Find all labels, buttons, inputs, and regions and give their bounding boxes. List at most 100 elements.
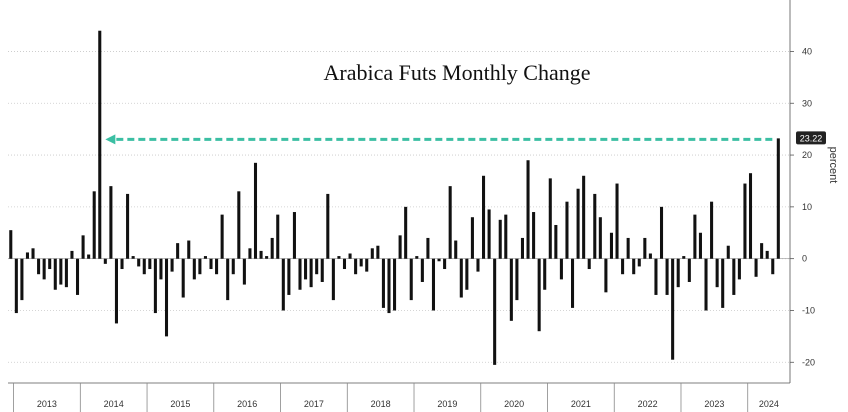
bar <box>270 237 274 259</box>
bar <box>598 217 602 259</box>
bar <box>515 258 519 301</box>
bar <box>237 191 241 259</box>
bar <box>120 258 124 270</box>
bar <box>153 258 157 314</box>
bar <box>626 237 630 259</box>
bar <box>14 258 18 314</box>
x-tick-label: 2024 <box>759 399 779 409</box>
bar <box>198 258 202 275</box>
y-tick-label: 20 <box>802 150 812 160</box>
bar <box>87 254 91 259</box>
bar <box>53 258 57 290</box>
bar <box>682 256 686 259</box>
bar <box>331 258 335 301</box>
bar <box>470 217 474 259</box>
bar <box>493 258 497 365</box>
bar <box>281 258 285 311</box>
bars <box>9 30 780 365</box>
bar <box>192 258 196 280</box>
bar <box>148 258 152 270</box>
x-tick-label: 2022 <box>638 399 658 409</box>
bar <box>220 214 224 259</box>
bar <box>643 237 647 259</box>
bar <box>648 253 652 259</box>
bar <box>159 258 163 280</box>
bar <box>42 258 46 280</box>
bar <box>265 256 269 259</box>
bar <box>748 173 753 259</box>
bar <box>632 258 636 275</box>
bar <box>409 258 413 301</box>
x-tick-label: 2017 <box>304 399 324 409</box>
x-tick-label: 2023 <box>704 399 724 409</box>
bar <box>75 258 80 295</box>
bar <box>131 256 135 259</box>
last-value-badge-bg <box>796 131 826 145</box>
bar <box>59 258 63 285</box>
bar <box>404 206 408 259</box>
bar <box>114 258 118 324</box>
bar <box>164 258 169 337</box>
bar <box>304 258 308 280</box>
bar <box>604 258 608 293</box>
bar <box>465 258 469 290</box>
bar <box>698 232 702 259</box>
bar <box>187 240 191 259</box>
bar <box>498 219 502 259</box>
bar <box>520 237 524 259</box>
axes <box>8 0 791 384</box>
bar <box>448 186 452 259</box>
bar <box>398 235 402 259</box>
y-tick-label: -10 <box>802 305 815 315</box>
bar <box>31 248 35 259</box>
bar <box>671 258 675 360</box>
bar <box>309 258 313 288</box>
bar <box>381 258 385 308</box>
bar <box>726 245 730 259</box>
y-tick-label: 0 <box>802 254 807 264</box>
bar <box>298 258 302 290</box>
bar <box>393 258 397 311</box>
bar <box>771 258 775 275</box>
bar <box>621 258 625 275</box>
bar <box>142 258 146 275</box>
bar <box>420 258 424 282</box>
bar <box>693 214 697 259</box>
bar <box>526 160 530 259</box>
bar <box>37 258 41 275</box>
bar <box>109 186 113 259</box>
bar <box>504 214 508 259</box>
bar <box>248 248 252 259</box>
bar <box>337 256 341 259</box>
bar <box>365 258 369 272</box>
bar <box>342 258 347 270</box>
bar <box>81 235 85 259</box>
bar <box>710 201 714 259</box>
bar <box>181 258 185 298</box>
bar <box>459 258 463 298</box>
bar <box>415 256 419 259</box>
bar <box>20 258 24 301</box>
bar <box>25 252 29 259</box>
bar <box>659 206 664 259</box>
y-tick-label: 30 <box>802 98 812 108</box>
bar <box>287 258 291 295</box>
bar <box>326 193 330 259</box>
bar <box>253 162 258 259</box>
bar <box>676 258 680 288</box>
bar <box>571 258 575 308</box>
bar <box>231 258 235 275</box>
bar <box>476 258 480 272</box>
bar <box>215 258 219 275</box>
bar <box>387 258 391 314</box>
bar <box>276 214 280 259</box>
x-axis-years: 2013 2014 2015 2016 2017 2018 2019 2020 2021 2022… <box>13 383 779 412</box>
x-tick-label: 2013 <box>37 399 57 409</box>
x-tick-label: 2019 <box>437 399 457 409</box>
y-tick-label: 10 <box>802 202 812 212</box>
last-value-badge: 23.22 <box>796 131 826 145</box>
bar <box>537 258 541 332</box>
bar <box>687 258 691 282</box>
x-tick-label: 2016 <box>237 399 257 409</box>
